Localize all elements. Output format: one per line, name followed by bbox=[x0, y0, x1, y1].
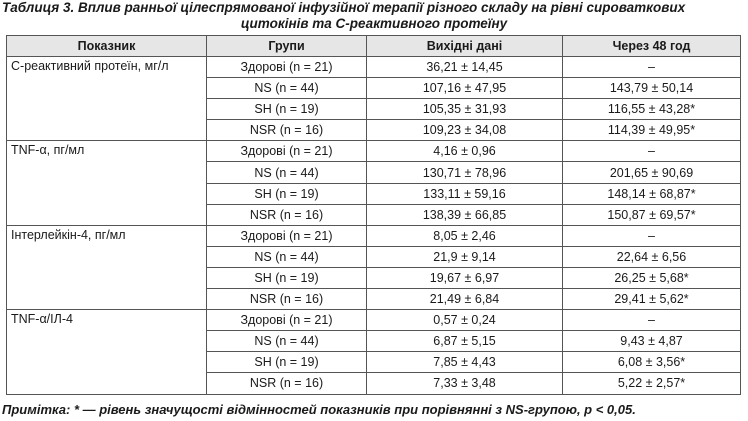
baseline-cell: 4,16 ± 0,96 bbox=[366, 140, 563, 163]
table-row: SH (n = 19) 19,67 ± 6,97 26,25 ± 5,68* bbox=[7, 266, 741, 290]
cytokine-table: Показник Групи Вихідні дані Через 48 год… bbox=[6, 35, 741, 395]
group-cell: SH (n = 19) bbox=[206, 182, 367, 205]
baseline-cell: 6,87 ± 5,15 bbox=[366, 330, 563, 353]
table-row: NSR (n = 16) 21,49 ± 6,84 29,41 ± 5,62* bbox=[7, 288, 741, 311]
table-row: NS (n = 44) 130,71 ± 78,96 201,65 ± 90,69 bbox=[7, 161, 741, 184]
group-cell: NSR (n = 16) bbox=[206, 288, 367, 311]
header-baseline: Вихідні дані bbox=[366, 35, 563, 57]
baseline-cell: 133,11 ± 59,16 bbox=[366, 182, 563, 205]
indicator-cell: Інтерлейкін-4, пг/мл bbox=[6, 224, 207, 311]
group-cell: NS (n = 44) bbox=[206, 330, 367, 353]
table-row: SH (n = 19) 133,11 ± 59,16 148,14 ± 68,87* bbox=[7, 182, 741, 205]
group-cell: NS (n = 44) bbox=[206, 161, 367, 184]
group-cell: NS (n = 44) bbox=[206, 245, 367, 268]
after-48h-cell: 116,55 ± 43,28* bbox=[562, 98, 741, 121]
group-cell: NSR (n = 16) bbox=[206, 372, 367, 395]
after-48h-cell: 29,41 ± 5,62* bbox=[562, 288, 741, 311]
group-cell: Здорові (n = 21) bbox=[206, 140, 367, 163]
table-caption: Таблиця 3. Вплив ранньої цілеспрямованої… bbox=[0, 0, 748, 32]
group-cell: NSR (n = 16) bbox=[206, 119, 367, 142]
baseline-cell: 8,05 ± 2,46 bbox=[366, 224, 563, 247]
table-header-row: Показник Групи Вихідні дані Через 48 год bbox=[6, 35, 741, 57]
header-indicator: Показник bbox=[6, 35, 207, 57]
table-row: SH (n = 19) 105,35 ± 31,93 116,55 ± 43,28* bbox=[7, 98, 741, 121]
after-48h-cell: 26,25 ± 5,68* bbox=[562, 266, 741, 290]
baseline-cell: 7,33 ± 3,48 bbox=[366, 372, 563, 395]
table-row: Інтерлейкін-4, пг/мл Здорові (n = 21) 8,05… bbox=[6, 224, 741, 311]
group-cell: Здорові (n = 21) bbox=[206, 309, 367, 332]
baseline-cell: 138,39 ± 66,85 bbox=[366, 203, 563, 226]
after-48h-cell: – bbox=[562, 309, 741, 332]
baseline-cell: 109,23 ± 34,08 bbox=[366, 119, 563, 142]
baseline-cell: 36,21 ± 14,45 bbox=[366, 55, 563, 79]
group-cell: Здорові (n = 21) bbox=[206, 224, 367, 247]
baseline-cell: 130,71 ± 78,96 bbox=[366, 161, 563, 184]
baseline-cell: 107,16 ± 47,95 bbox=[366, 77, 563, 100]
table-body: С-реактивний протеїн, мг/л Здорові (n = 2… bbox=[6, 55, 741, 395]
after-48h-cell: 9,43 ± 4,87 bbox=[562, 330, 741, 353]
baseline-cell: 7,85 ± 4,43 bbox=[366, 351, 563, 374]
group-cell: SH (n = 19) bbox=[206, 351, 367, 374]
after-48h-cell: 143,79 ± 50,14 bbox=[562, 77, 741, 100]
baseline-cell: 21,49 ± 6,84 bbox=[366, 288, 563, 311]
after-48h-cell: – bbox=[562, 55, 741, 79]
table-row: NSR (n = 16) 7,33 ± 3,48 5,22 ± 2,57* bbox=[7, 372, 741, 395]
group-cell: NSR (n = 16) bbox=[206, 203, 367, 226]
after-48h-cell: 148,14 ± 68,87* bbox=[562, 182, 741, 205]
baseline-cell: 105,35 ± 31,93 bbox=[366, 98, 563, 121]
table-row: NSR (n = 16) 138,39 ± 66,85 150,87 ± 69,57… bbox=[7, 203, 741, 226]
after-48h-cell: – bbox=[562, 224, 741, 247]
group-cell: SH (n = 19) bbox=[206, 98, 367, 121]
after-48h-cell: 22,64 ± 6,56 bbox=[562, 245, 741, 268]
table-row: TNF-α/ІЛ-4 Здорові (n = 21) 0,57 ± 0,24– bbox=[6, 309, 741, 395]
baseline-cell: 19,67 ± 6,97 bbox=[366, 266, 563, 290]
after-48h-cell: 201,65 ± 90,69 bbox=[562, 161, 741, 184]
caption-line-1: Таблиця 3. Вплив ранньої цілеспрямованої… bbox=[2, 0, 686, 15]
table-note: Примітка: * — рівень значущості відмінно… bbox=[2, 402, 636, 417]
group-cell: SH (n = 19) bbox=[206, 266, 367, 290]
header-after-48h: Через 48 год bbox=[562, 35, 741, 57]
table-row: TNF-α, пг/мл Здорові (n = 21) 4,16 ± 0,96– bbox=[6, 140, 741, 226]
table-row: NS (n = 44) 21,9 ± 9,14 22,64 ± 6,56 bbox=[7, 245, 741, 268]
indicator-cell: TNF-α/ІЛ-4 bbox=[6, 309, 207, 395]
after-48h-cell: 6,08 ± 3,56* bbox=[562, 351, 741, 374]
table-row: С-реактивний протеїн, мг/л Здорові (n = 2… bbox=[6, 55, 741, 142]
caption-line-2: цитокінів та С-реактивного протеїну bbox=[240, 16, 508, 31]
indicator-cell: TNF-α, пг/мл bbox=[6, 140, 207, 226]
after-48h-cell: 5,22 ± 2,57* bbox=[562, 372, 741, 395]
after-48h-cell: 150,87 ± 69,57* bbox=[562, 203, 741, 226]
baseline-cell: 21,9 ± 9,14 bbox=[366, 245, 563, 268]
group-cell: NS (n = 44) bbox=[206, 77, 367, 100]
after-48h-cell: 114,39 ± 49,95* bbox=[562, 119, 741, 142]
after-48h-cell: – bbox=[562, 140, 741, 163]
indicator-cell: С-реактивний протеїн, мг/л bbox=[6, 55, 207, 142]
baseline-cell: 0,57 ± 0,24 bbox=[366, 309, 563, 332]
group-cell: Здорові (n = 21) bbox=[206, 55, 367, 79]
header-groups: Групи bbox=[206, 35, 367, 57]
